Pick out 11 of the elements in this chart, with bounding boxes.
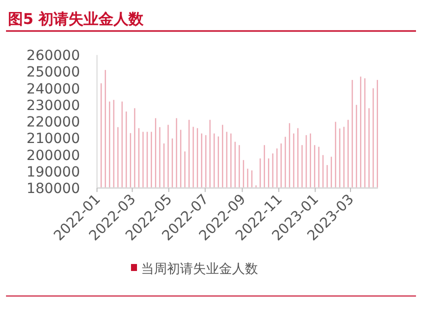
- title: 图5 初请失业金人数: [8, 10, 144, 28]
- y-tick-label: 220000: [26, 114, 80, 130]
- legend: 当周初请失业金人数: [131, 262, 258, 277]
- y-tick-label: 250000: [26, 64, 80, 81]
- y-tick-label: 230000: [26, 98, 80, 114]
- y-tick-label: 200000: [26, 148, 80, 164]
- y-tick-label: 210000: [26, 131, 80, 148]
- y-tick-label: 190000: [26, 164, 80, 180]
- y-tick-label: 260000: [26, 48, 80, 64]
- y-tick-label: 180000: [26, 181, 80, 197]
- y-tick-label: 240000: [26, 81, 80, 98]
